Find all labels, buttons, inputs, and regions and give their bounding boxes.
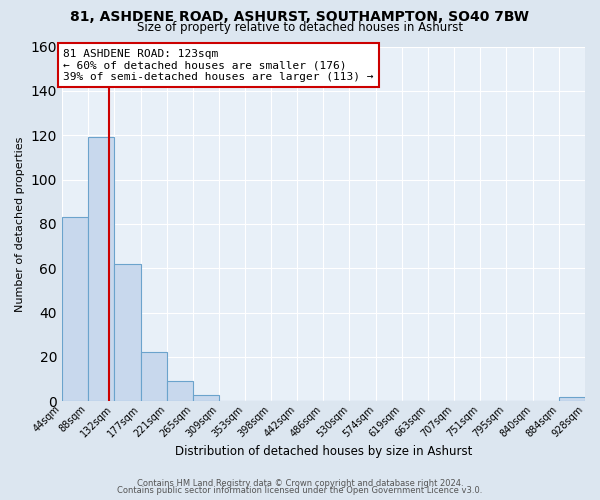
Text: 81 ASHDENE ROAD: 123sqm
← 60% of detached houses are smaller (176)
39% of semi-d: 81 ASHDENE ROAD: 123sqm ← 60% of detache… [63, 48, 374, 82]
Bar [88, 138, 114, 402]
X-axis label: Distribution of detached houses by size in Ashurst: Distribution of detached houses by size … [175, 444, 472, 458]
Bar [114, 264, 140, 402]
Bar [559, 397, 585, 402]
Text: Contains HM Land Registry data © Crown copyright and database right 2024.: Contains HM Land Registry data © Crown c… [137, 478, 463, 488]
Y-axis label: Number of detached properties: Number of detached properties [15, 136, 25, 312]
Text: 81, ASHDENE ROAD, ASHURST, SOUTHAMPTON, SO40 7BW: 81, ASHDENE ROAD, ASHURST, SOUTHAMPTON, … [71, 10, 530, 24]
Bar [62, 217, 88, 402]
Text: Contains public sector information licensed under the Open Government Licence v3: Contains public sector information licen… [118, 486, 482, 495]
Bar [167, 382, 193, 402]
Bar [193, 394, 219, 402]
Bar [140, 352, 167, 402]
Text: Size of property relative to detached houses in Ashurst: Size of property relative to detached ho… [137, 22, 463, 35]
